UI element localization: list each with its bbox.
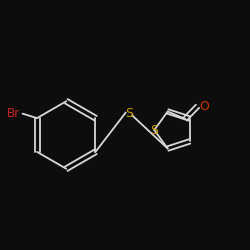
Text: Br: Br	[6, 107, 20, 120]
Text: S: S	[125, 107, 133, 120]
Text: O: O	[200, 100, 209, 113]
Text: S: S	[150, 124, 158, 136]
